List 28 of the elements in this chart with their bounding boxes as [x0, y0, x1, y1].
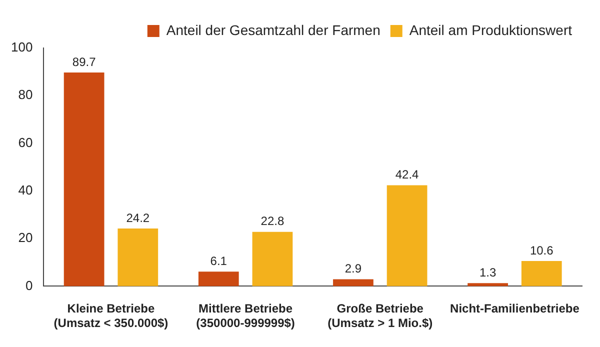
- y-tick-label: 60: [18, 134, 33, 150]
- data-label: 6.1: [210, 254, 228, 268]
- data-label: 2.9: [344, 262, 362, 276]
- data-label: 10.6: [530, 243, 554, 258]
- y-tick-label: 80: [18, 87, 33, 102]
- x-tick-label: Mittlere Betriebe (350000-999999$): [196, 302, 295, 330]
- bar: [198, 272, 239, 286]
- legend-label: Anteil am Produktionswert: [409, 22, 572, 38]
- bar: [521, 260, 562, 286]
- legend-label: Anteil der Gesamtzahl der Farmen: [166, 22, 380, 38]
- bar: [64, 72, 104, 286]
- bar: [118, 228, 158, 286]
- y-tick-label: 100: [10, 40, 33, 55]
- data-label: 89.7: [72, 54, 96, 69]
- bar: [468, 283, 508, 286]
- bar: [252, 232, 293, 286]
- data-label: 24.2: [126, 210, 150, 225]
- bar: [333, 279, 374, 286]
- bar: [386, 185, 428, 286]
- data-label: 42.4: [395, 168, 420, 182]
- y-tick-label: 20: [18, 230, 33, 246]
- data-label: 22.8: [260, 214, 284, 228]
- y-tick-label: 40: [18, 182, 33, 198]
- x-tick-label: Nicht-Familienbetriebe: [450, 302, 580, 316]
- data-label: 1.3: [479, 265, 496, 280]
- x-tick-label: Große Betriebe (Umsatz > 1 Mio.$): [328, 302, 433, 330]
- y-tick-label: 0: [25, 278, 33, 293]
- x-tick-label: Kleine Betriebe (Umsatz < 350.000$): [54, 302, 168, 330]
